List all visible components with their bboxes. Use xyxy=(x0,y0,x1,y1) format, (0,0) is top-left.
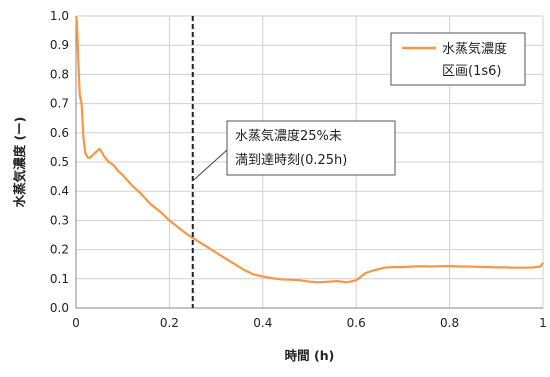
y-tick-label: 0.2 xyxy=(50,243,69,257)
legend-label-line-2: 区画(1s6) xyxy=(442,64,501,79)
x-tick-label: 0.4 xyxy=(253,316,272,330)
legend-label-line-1: 水蒸気濃度 xyxy=(442,41,507,57)
y-tick-label: 0.0 xyxy=(50,301,69,315)
series-line xyxy=(74,15,544,284)
annotation-line-2: 満到達時刻(0.25h) xyxy=(235,153,347,168)
y-axis-title: 水蒸気濃度 (ー) xyxy=(12,117,27,208)
x-tick-label: 1 xyxy=(539,316,547,330)
y-tick-label: 0.3 xyxy=(50,213,69,227)
y-tick-label: 0.6 xyxy=(50,126,69,140)
y-tick-label: 0.7 xyxy=(50,97,69,111)
x-tick-label: 0 xyxy=(72,316,80,330)
y-tick-label: 0.9 xyxy=(50,38,69,52)
y-tick-labels: 0.0 0.1 0.2 0.3 0.4 0.5 0.6 0.7 0.8 0.9 1.0 xyxy=(50,9,69,315)
x-tick-labels: 0 0.2 0.4 0.6 0.8 1 xyxy=(72,316,547,330)
series xyxy=(74,15,544,284)
axes xyxy=(75,16,543,309)
y-tick-label: 0.4 xyxy=(50,184,69,198)
y-tick-label: 0.5 xyxy=(50,155,69,169)
annotation-box xyxy=(226,120,396,176)
legend: 水蒸気濃度 区画(1s6) xyxy=(390,32,526,86)
annotation-line-1: 水蒸気濃度25%未 xyxy=(235,128,342,144)
y-tick-label: 1.0 xyxy=(50,9,69,23)
x-axis-title: 時間 (h) xyxy=(285,348,335,363)
y-tick-label: 0.8 xyxy=(50,67,69,81)
annotation: 水蒸気濃度25%未 満到達時刻(0.25h) xyxy=(193,120,396,181)
annotation-pointer xyxy=(193,149,228,181)
legend-box xyxy=(390,32,526,86)
x-tick-label: 0.2 xyxy=(160,316,179,330)
y-tick-label: 0.1 xyxy=(50,272,69,286)
x-tick-label: 0.6 xyxy=(347,316,366,330)
x-tick-label: 0.8 xyxy=(440,316,459,330)
